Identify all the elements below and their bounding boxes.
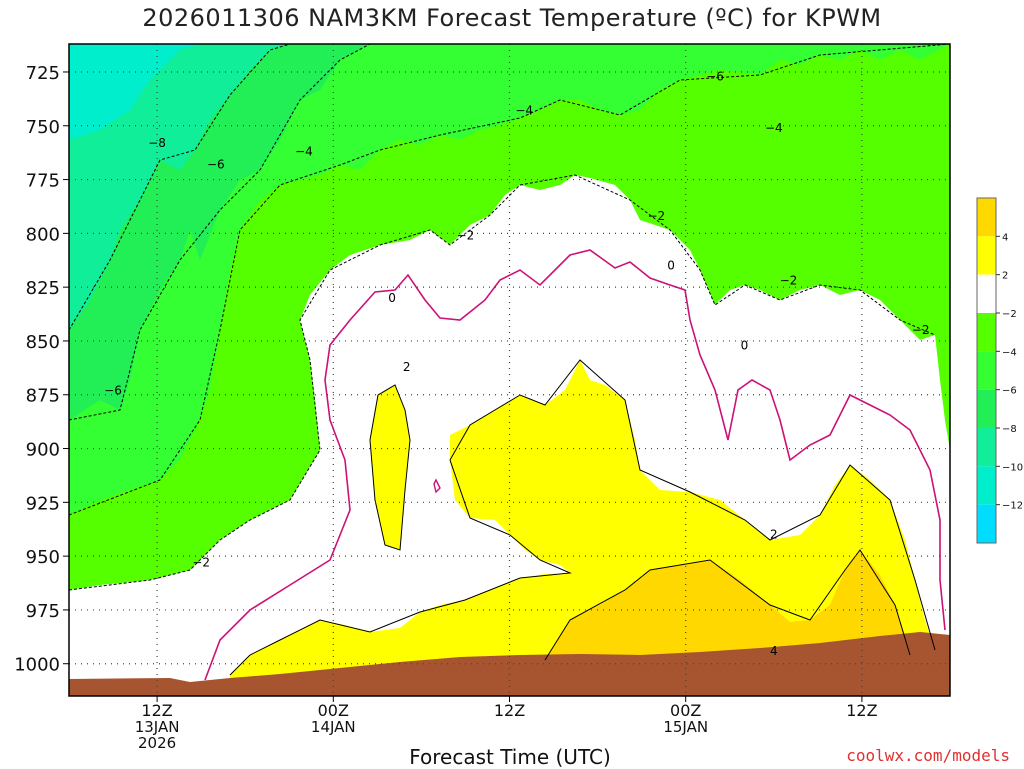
colorbar-label: 2 (1002, 271, 1008, 282)
x-tick-label: 12Z (494, 701, 525, 720)
contour-label: −4 (295, 145, 313, 159)
x-tick-label: 00Z (318, 701, 349, 720)
contour-label: 2 (403, 360, 411, 374)
source-credit: coolwx.com/models (846, 746, 1010, 765)
colorbar-swatch (977, 389, 996, 428)
contour-line-minus-8 (69, 44, 291, 331)
y-tick-label: 975 (26, 601, 60, 622)
chart-title: 2026011306 NAM3KM Forecast Temperature (… (142, 4, 882, 32)
y-tick-label: 825 (26, 278, 60, 299)
contour-label: 0 (741, 338, 749, 352)
contour-label: 0 (667, 259, 675, 273)
contour-line-2 (229, 359, 936, 676)
contour-label: −2 (647, 209, 665, 223)
contour-fill-layer (69, 44, 950, 696)
contour-label: 4 (770, 644, 778, 658)
colorbar-swatch (977, 313, 996, 352)
colorbar-swatch (977, 504, 996, 543)
y-tick-label: 1000 (14, 655, 60, 676)
colorbar-label: −10 (1002, 462, 1023, 473)
contour-label: 2 (770, 528, 778, 542)
colorbar-swatch (977, 351, 996, 390)
colorbar-swatch (977, 274, 996, 313)
contour-label: −2 (457, 229, 475, 243)
contour-label: −4 (515, 104, 533, 118)
contour-label: −2 (912, 323, 930, 337)
y-tick-label: 850 (26, 332, 60, 353)
y-tick-label: 800 (26, 224, 60, 245)
contour-line-2-cell (369, 384, 411, 551)
x-tick-label: 15JAN (663, 718, 708, 736)
contour-line-minus-2 (69, 174, 936, 591)
colorbar-label: 4 (1002, 232, 1008, 243)
contour-label: −2 (780, 274, 798, 288)
colorbar-swatch (977, 236, 996, 275)
colorbar-frame (976, 197, 997, 544)
colorbar-label: −6 (1002, 386, 1017, 397)
y-axis: 725 750 775 800 825 850 875 900 925 950 975 1000 (14, 63, 69, 676)
contour-line-4 (544, 549, 911, 661)
x-axis-label: Forecast Time (UTC) (409, 745, 611, 769)
colorbar-swatch (977, 466, 996, 505)
band-2-cell-b (550, 512, 575, 548)
x-tick-label: 12Z (141, 701, 172, 720)
band-2-cell-a (370, 385, 410, 550)
x-tick-label: 12Z (846, 701, 877, 720)
contour-label: −6 (207, 158, 225, 172)
colorbar-label: −2 (1002, 309, 1017, 320)
x-tick-label: 2026 (138, 734, 176, 752)
contour-label: −6 (104, 383, 122, 397)
colorbar-swatch (977, 198, 996, 237)
contour-label: −4 (765, 121, 783, 135)
contour-label: −2 (192, 556, 210, 570)
contour-line-0-cell (433, 478, 441, 494)
y-tick-label: 925 (26, 493, 60, 514)
colorbar-label: −8 (1002, 424, 1017, 435)
terrain-surface (69, 632, 950, 696)
colorbar: 4 2 −2 −4 −6 −8 −10 −12 (976, 197, 1023, 544)
contour-line-minus-4 (69, 44, 950, 516)
x-tick-label: 13JAN (135, 718, 180, 736)
contour-label: −6 (706, 69, 724, 83)
y-tick-label: 750 (26, 117, 60, 138)
contour-line-0 (204, 249, 946, 681)
y-tick-label: 900 (26, 440, 60, 461)
x-tick-label: 14JAN (311, 718, 356, 736)
colorbar-swatch (977, 428, 996, 467)
y-tick-label: 775 (26, 171, 60, 192)
contour-label: −8 (148, 136, 166, 150)
y-tick-label: 950 (26, 547, 60, 568)
colorbar-label: −4 (1002, 347, 1017, 358)
band-4 (545, 550, 910, 660)
y-tick-label: 875 (26, 386, 60, 407)
contour-label: 0 (388, 291, 396, 305)
contour-label-layer: −8 −6 −6 −4 −4 −4 −6 −2 −2 −2 −2 −2 0 0 0 2 2 4 (104, 69, 929, 658)
grid-layer (69, 44, 950, 696)
colorbar-label: −12 (1002, 501, 1023, 512)
x-tick-label: 00Z (670, 701, 701, 720)
y-tick-label: 725 (26, 63, 60, 84)
